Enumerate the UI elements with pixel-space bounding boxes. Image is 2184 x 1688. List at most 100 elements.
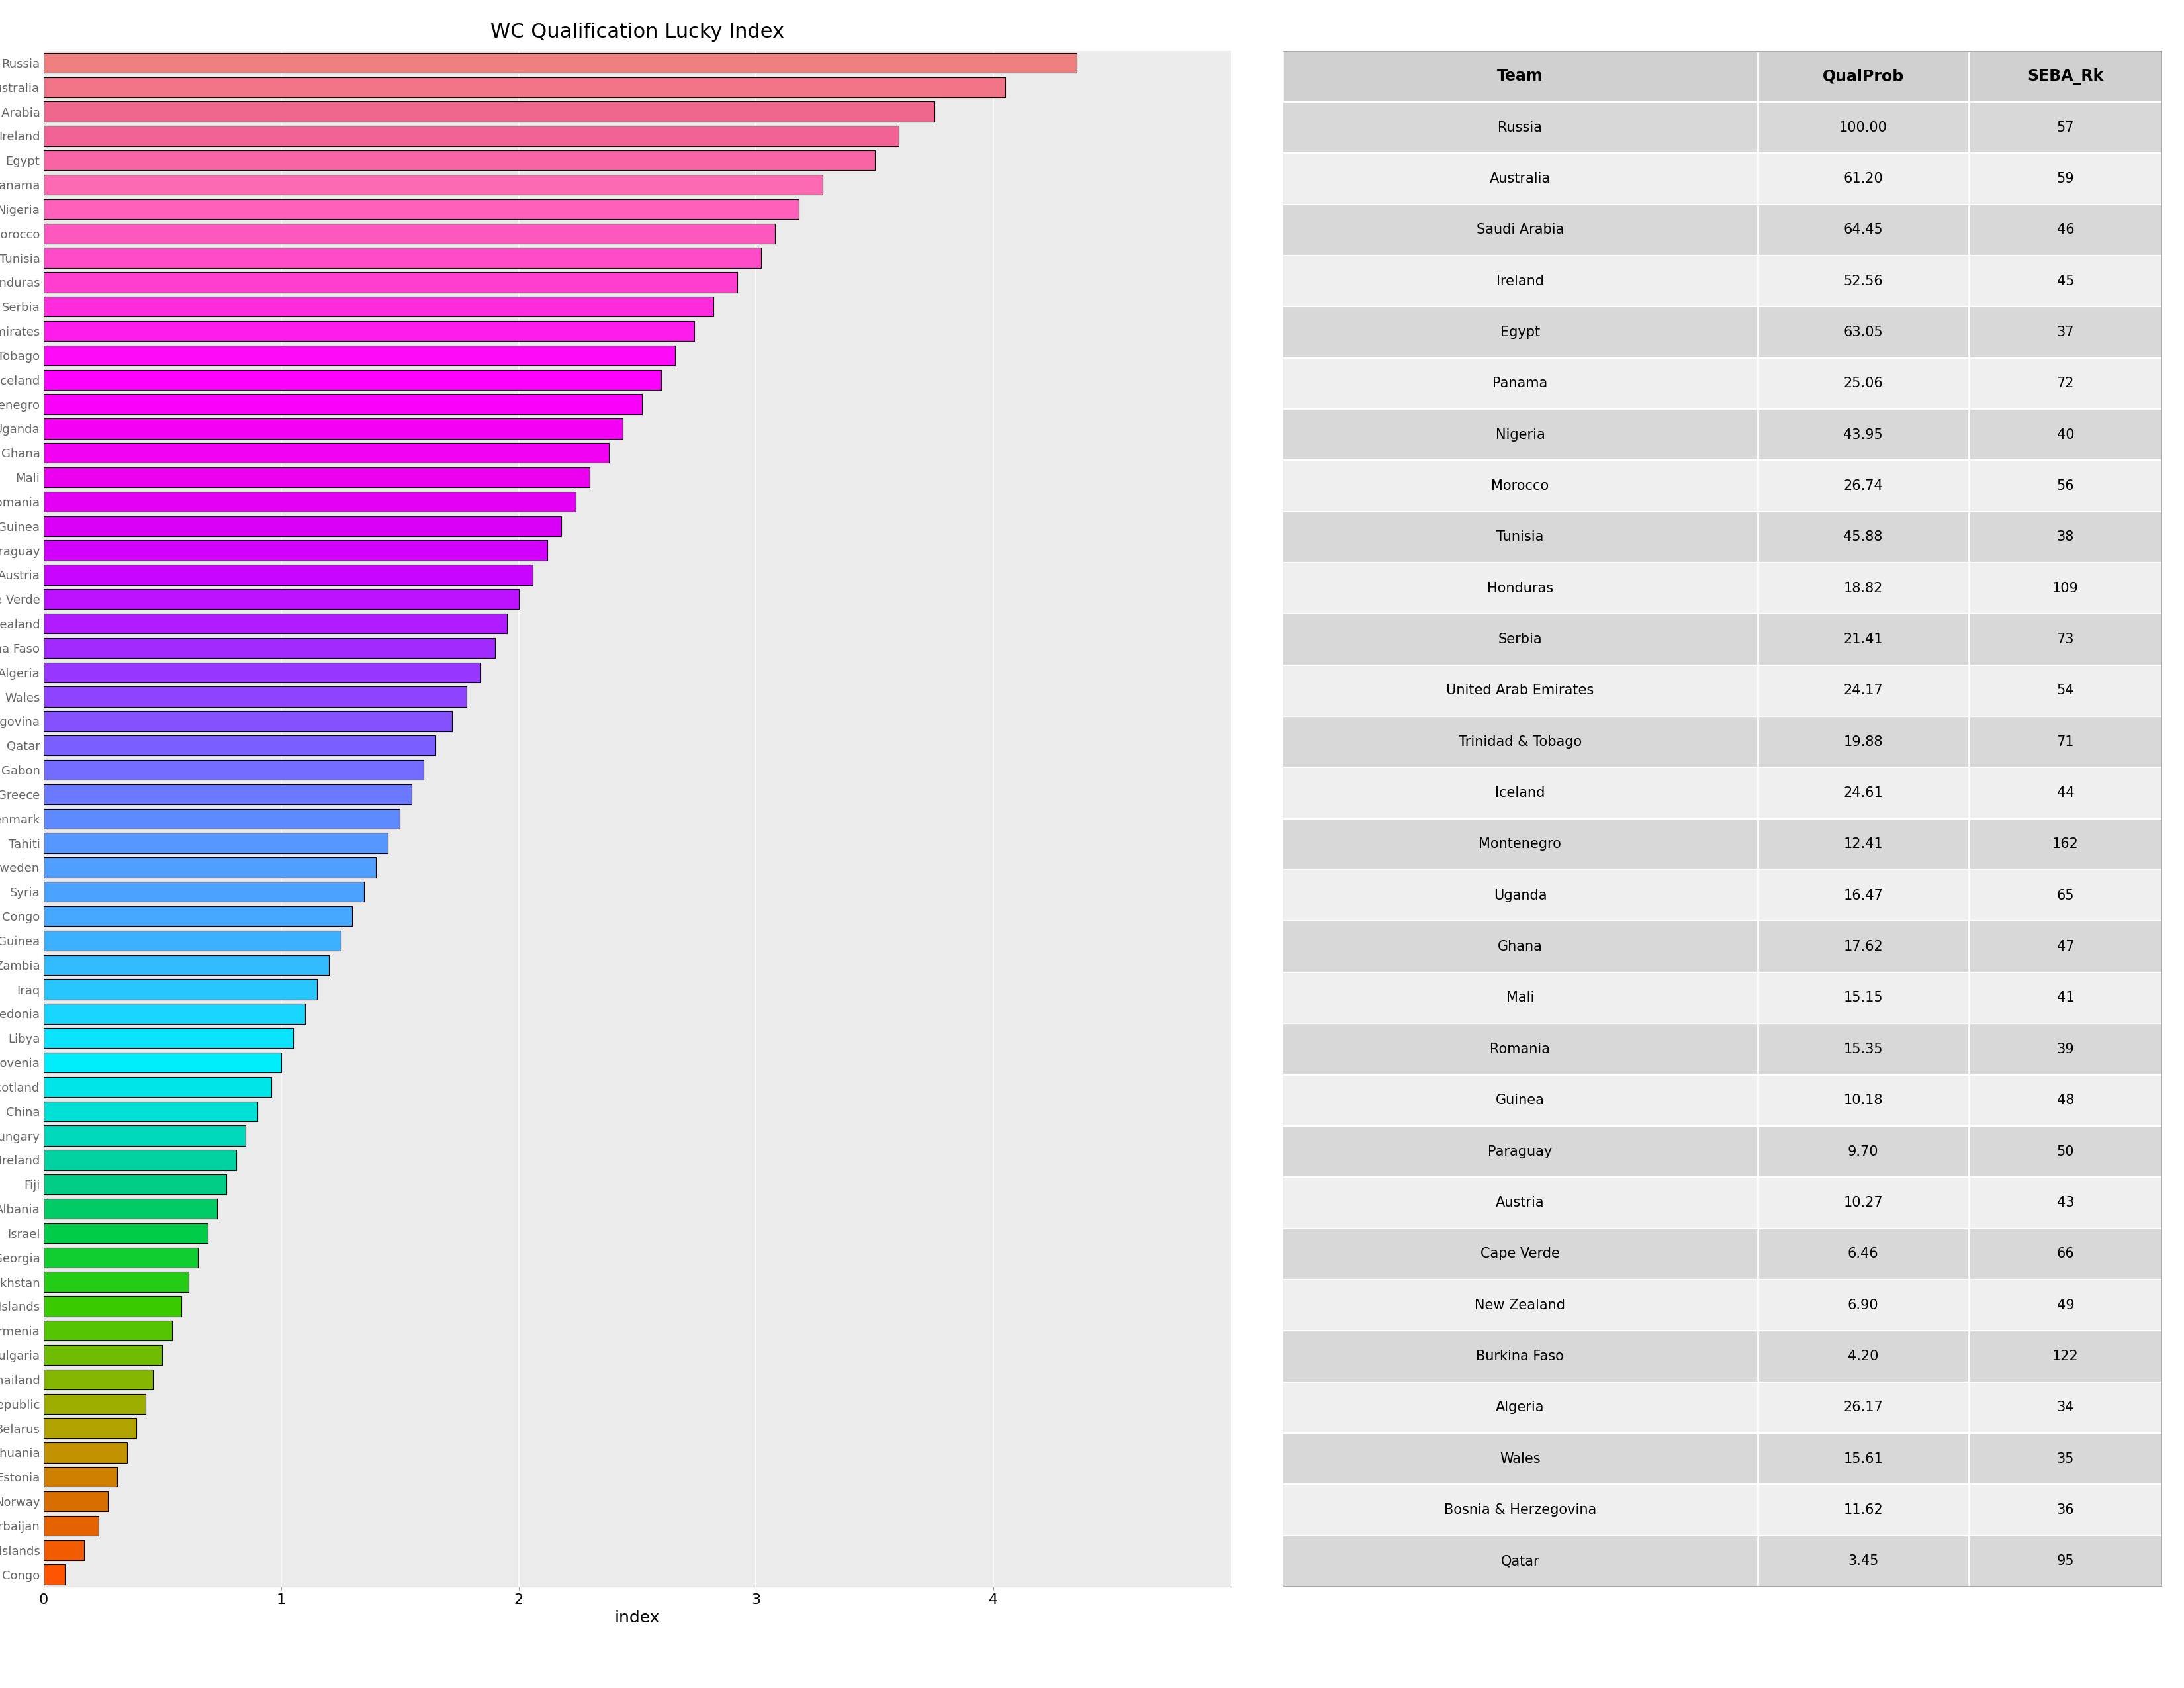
Text: 9.70: 9.70: [1848, 1144, 1878, 1158]
Text: 162: 162: [2053, 837, 2079, 851]
Text: 36: 36: [2057, 1504, 2075, 1516]
Text: 4.20: 4.20: [1848, 1350, 1878, 1362]
Text: 72: 72: [2057, 376, 2075, 390]
Bar: [1282, 869, 2162, 922]
Text: Montenegro: Montenegro: [1479, 837, 1562, 851]
Text: 48: 48: [2057, 1094, 2075, 1107]
Text: United Arab Emirates: United Arab Emirates: [1446, 684, 1594, 697]
Bar: [44, 1516, 98, 1536]
Text: Australia: Australia: [1489, 172, 1551, 186]
Text: 44: 44: [2057, 787, 2075, 800]
Bar: [44, 711, 452, 731]
Bar: [1282, 461, 2162, 511]
Bar: [44, 491, 577, 511]
Bar: [44, 540, 548, 560]
Text: 18.82: 18.82: [1843, 582, 1883, 594]
Text: Honduras: Honduras: [1487, 582, 1553, 594]
Text: 24.61: 24.61: [1843, 787, 1883, 800]
Bar: [44, 370, 662, 390]
Text: Serbia: Serbia: [1498, 633, 1542, 647]
Bar: [1282, 307, 2162, 358]
Text: 50: 50: [2057, 1144, 2075, 1158]
Text: 56: 56: [2057, 479, 2075, 493]
Bar: [1282, 972, 2162, 1023]
Bar: [44, 979, 317, 999]
Bar: [44, 1101, 258, 1121]
Bar: [1282, 51, 2162, 101]
Text: Uganda: Uganda: [1494, 890, 1546, 901]
Bar: [1282, 716, 2162, 768]
Bar: [44, 809, 400, 829]
Text: 64.45: 64.45: [1843, 223, 1883, 236]
Bar: [44, 346, 675, 365]
Bar: [44, 419, 622, 439]
Text: 17.62: 17.62: [1843, 940, 1883, 954]
Text: 43: 43: [2057, 1197, 2075, 1209]
Text: Panama: Panama: [1492, 376, 1548, 390]
Bar: [44, 1175, 227, 1195]
Text: Nigeria: Nigeria: [1496, 429, 1544, 441]
Text: Wales: Wales: [1500, 1452, 1540, 1465]
Text: 21.41: 21.41: [1843, 633, 1883, 647]
Bar: [44, 78, 1005, 98]
Text: Qatar: Qatar: [1500, 1555, 1540, 1568]
Bar: [44, 248, 760, 268]
Bar: [44, 1004, 306, 1023]
Bar: [1282, 768, 2162, 819]
Bar: [1282, 1075, 2162, 1126]
Bar: [1282, 1177, 2162, 1229]
Bar: [44, 1320, 173, 1340]
Bar: [1282, 1382, 2162, 1433]
Bar: [1282, 614, 2162, 665]
Text: Algeria: Algeria: [1496, 1401, 1544, 1415]
Text: 73: 73: [2057, 633, 2075, 647]
Text: 10.27: 10.27: [1843, 1197, 1883, 1209]
Text: Austria: Austria: [1496, 1197, 1544, 1209]
Bar: [44, 906, 352, 927]
Text: Egypt: Egypt: [1500, 326, 1540, 339]
Bar: [44, 1273, 188, 1291]
Bar: [44, 199, 799, 219]
Text: 25.06: 25.06: [1843, 376, 1883, 390]
Text: 34: 34: [2057, 1401, 2075, 1415]
Text: 95: 95: [2057, 1555, 2075, 1568]
Text: 19.88: 19.88: [1843, 736, 1883, 748]
Bar: [44, 1198, 216, 1219]
Text: Iceland: Iceland: [1496, 787, 1544, 800]
Text: QualProb: QualProb: [1821, 68, 1904, 84]
Text: 26.74: 26.74: [1843, 479, 1883, 493]
Bar: [44, 1565, 66, 1585]
Text: 59: 59: [2057, 172, 2075, 186]
Bar: [44, 1539, 83, 1560]
Title: WC Qualification Lucky Index: WC Qualification Lucky Index: [491, 22, 784, 42]
Bar: [1282, 154, 2162, 204]
Text: 61.20: 61.20: [1843, 172, 1883, 186]
Text: 45.88: 45.88: [1843, 530, 1883, 544]
Text: Bosnia & Herzegovina: Bosnia & Herzegovina: [1444, 1504, 1597, 1516]
Bar: [1282, 1280, 2162, 1330]
Bar: [44, 127, 898, 145]
Bar: [44, 1296, 181, 1317]
Text: 11.62: 11.62: [1843, 1504, 1883, 1516]
Text: SEBA_Rk: SEBA_Rk: [2027, 68, 2103, 84]
Bar: [1282, 1229, 2162, 1280]
Text: Saudi Arabia: Saudi Arabia: [1476, 223, 1564, 236]
Bar: [1282, 358, 2162, 408]
Bar: [44, 1077, 271, 1097]
Text: 16.47: 16.47: [1843, 890, 1883, 901]
Bar: [44, 1467, 118, 1487]
Bar: [44, 150, 876, 170]
Bar: [44, 1443, 127, 1462]
Bar: [1282, 922, 2162, 972]
Bar: [44, 101, 935, 122]
Text: Ghana: Ghana: [1498, 940, 1542, 954]
Bar: [1282, 1126, 2162, 1177]
Text: Ireland: Ireland: [1496, 275, 1544, 287]
Text: 40: 40: [2057, 429, 2075, 441]
Bar: [44, 1418, 135, 1438]
Bar: [1282, 1433, 2162, 1484]
Text: Team: Team: [1496, 68, 1544, 84]
Text: 15.61: 15.61: [1843, 1452, 1883, 1465]
Text: 15.15: 15.15: [1843, 991, 1883, 1004]
Bar: [44, 834, 389, 852]
